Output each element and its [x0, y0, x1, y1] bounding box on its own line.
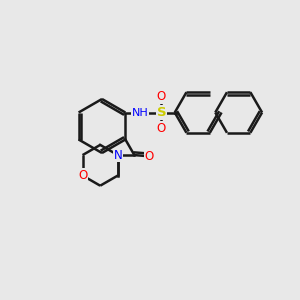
Text: S: S — [157, 106, 166, 119]
Text: O: O — [78, 169, 87, 182]
Text: N: N — [113, 148, 122, 162]
Text: O: O — [157, 90, 166, 104]
Text: O: O — [157, 122, 166, 135]
Text: O: O — [145, 149, 154, 163]
Text: NH: NH — [132, 107, 149, 118]
